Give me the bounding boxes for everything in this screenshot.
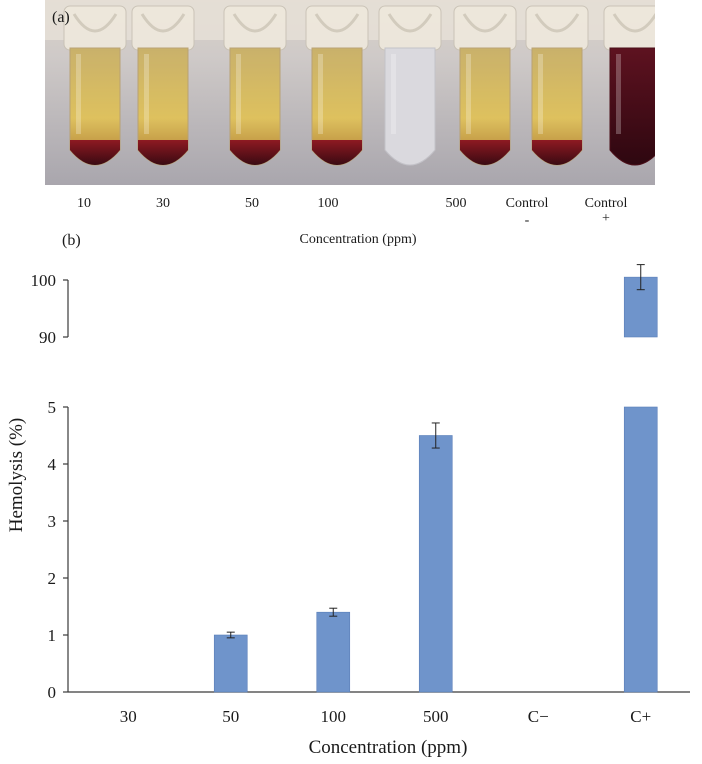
bar-50 [213,634,248,693]
y-tick-label: 2 [48,569,57,588]
x-tick-label-30: 30 [120,707,137,726]
bar-100 [316,611,351,693]
y-tick-label: 90 [39,328,56,347]
tube [63,5,127,166]
tube [378,5,442,166]
tube-label-100: 100 [318,196,339,211]
chart-bars [213,264,658,693]
tube [223,5,287,166]
y-tick-label: 5 [48,398,57,417]
tube-label-10: 10 [77,196,91,211]
y-tick-label: 0 [48,683,57,702]
y-tick-label: 4 [48,455,57,474]
panel-b-label: (b) [62,232,81,249]
tube [305,5,369,166]
chart-axes [67,280,690,693]
y-tick-label: 3 [48,512,57,531]
tube-label-control-pos: Control [585,196,628,211]
tube-photo [45,0,655,185]
tube [603,5,655,166]
x-tick-label-c: C+ [630,707,651,726]
x-axis-label: Concentration (ppm) [309,737,468,758]
tube [525,5,589,166]
y-axis-label: Hemolysis (%) [6,418,27,533]
y-tick-label: 100 [31,271,57,290]
y-tick-label: 1 [48,626,57,645]
tube-label-control-neg: Control [506,196,549,211]
x-tick-label-100: 100 [321,707,347,726]
panel-a-xlabel: Concentration (ppm) [299,232,416,247]
tube-label-30: 30 [156,196,170,211]
chart-ticks: 0 1 2 3 4 5 90 100 30 50 100 500 C− C+ [31,271,652,726]
tube-label-50: 50 [245,196,259,211]
tube [453,5,517,166]
x-tick-label-500: 500 [423,707,449,726]
panel-a-label: (a) [52,9,70,26]
tube [131,5,195,166]
tube-label-500: 500 [446,196,467,211]
bar-c-lower [623,406,658,693]
tube-label-control-pos-sign: + [602,211,610,226]
bar-500 [418,435,453,693]
tube-label-control-neg-sign: - [525,213,530,228]
x-tick-label-50: 50 [222,707,239,726]
x-tick-label-c: C− [528,707,549,726]
